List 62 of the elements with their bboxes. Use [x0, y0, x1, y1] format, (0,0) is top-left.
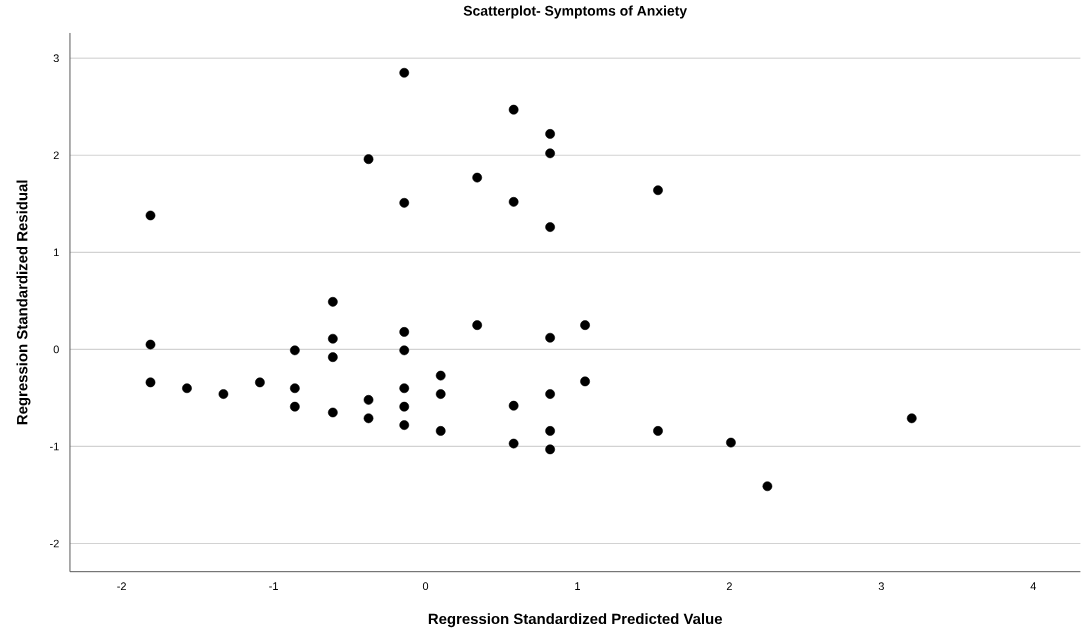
point [906, 413, 917, 424]
y-axis-title: Regression Standardized Residual [16, 180, 31, 425]
point [182, 383, 192, 394]
point [508, 438, 519, 449]
point [289, 345, 300, 356]
point [653, 426, 663, 436]
y-tick-label: 2 [53, 151, 59, 160]
y-tick-label: 0 [53, 345, 59, 354]
point [653, 185, 663, 196]
point [399, 420, 410, 431]
point [435, 426, 446, 436]
point [289, 401, 300, 412]
point [399, 327, 410, 337]
point [762, 481, 773, 492]
point [399, 198, 410, 208]
point [545, 426, 555, 436]
point [218, 389, 229, 400]
point [472, 172, 483, 183]
x-tick-label: 1 [575, 582, 580, 591]
point [726, 437, 736, 448]
point [363, 154, 374, 165]
point [255, 377, 265, 388]
y-tick-label: 1 [54, 248, 59, 257]
point [399, 68, 410, 78]
point [545, 389, 555, 400]
point [580, 376, 590, 387]
point [327, 297, 338, 307]
point [435, 370, 446, 381]
point [145, 339, 156, 350]
x-tick-label: 0 [422, 582, 429, 591]
point [145, 377, 156, 388]
point [545, 129, 555, 139]
point [327, 407, 338, 418]
point [435, 389, 446, 400]
point [508, 401, 519, 411]
point [363, 395, 374, 405]
point [289, 383, 300, 394]
x-axis-title: Regression Standardized Predicted Value [428, 613, 722, 628]
point [327, 334, 338, 344]
y-tick-label: -2 [50, 539, 59, 548]
point [508, 104, 519, 115]
point [399, 401, 410, 412]
point [327, 352, 338, 363]
x-tick-label: 3 [878, 582, 884, 591]
y-tick-label: -1 [50, 442, 59, 451]
point [399, 383, 410, 394]
x-tick-label: -2 [117, 582, 126, 591]
point [545, 222, 555, 233]
point [545, 333, 555, 343]
point [545, 148, 555, 159]
point [508, 197, 519, 207]
point [399, 345, 410, 356]
point [580, 320, 590, 331]
point [545, 444, 555, 455]
point [363, 413, 374, 424]
y-tick-label: 3 [53, 54, 59, 63]
point [472, 320, 483, 331]
x-tick-label: 4 [1030, 582, 1037, 591]
point [145, 210, 156, 221]
chart-title: Scatterplot- Symptoms of Anxiety [463, 5, 687, 19]
x-tick-label: 2 [726, 582, 732, 591]
x-tick-label: -1 [269, 582, 278, 591]
